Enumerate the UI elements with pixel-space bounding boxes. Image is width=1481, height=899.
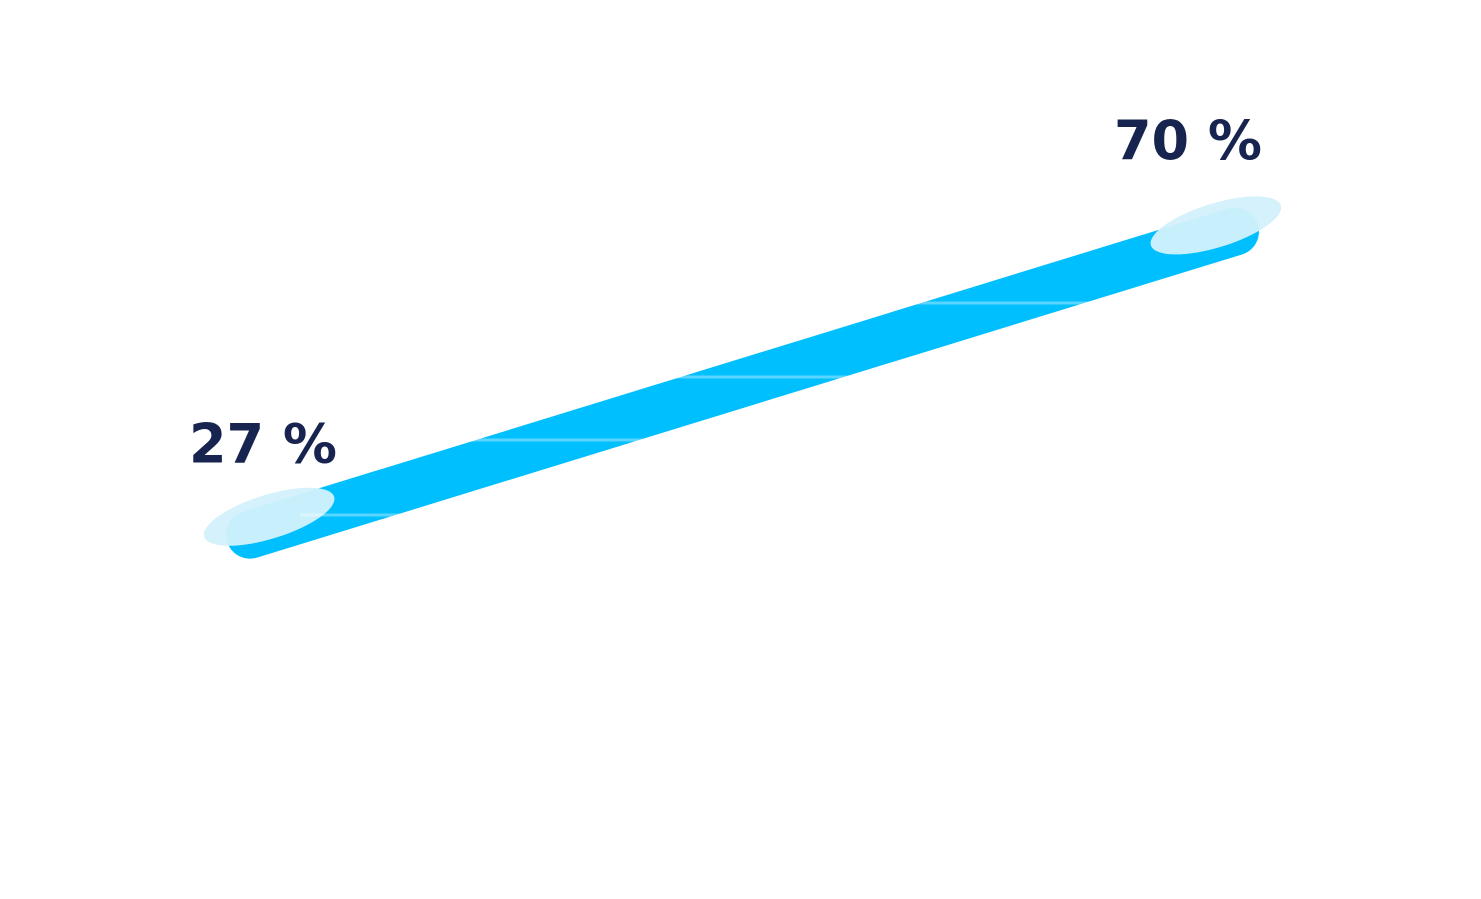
label-layer: 27 % 70 % [189,109,1262,475]
data-line [226,207,1259,559]
end-highlight [203,487,335,546]
value-label: 27 % [189,412,337,475]
value-label: 70 % [1114,109,1262,172]
end-highlight [1150,196,1282,255]
line-layer [203,196,1282,559]
